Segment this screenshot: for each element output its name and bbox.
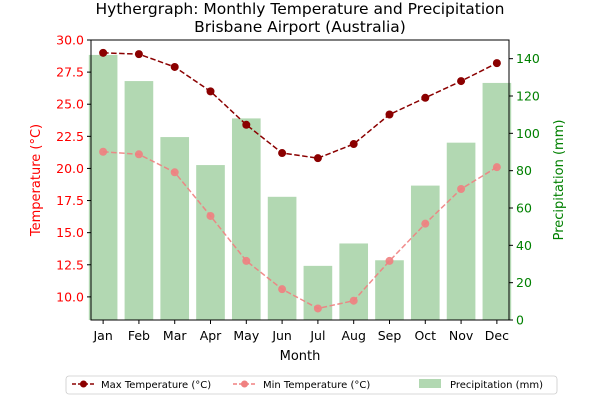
precip-bar-mar <box>160 137 190 320</box>
x-tick-label-mar: Mar <box>163 328 187 343</box>
max-temp-point-feb <box>134 50 143 59</box>
precip-bar-nov <box>446 142 476 320</box>
right-tick-label: 60 <box>516 201 532 216</box>
max-temp-point-jul <box>313 154 322 163</box>
max-temp-point-mar <box>170 62 179 71</box>
x-axis: Jan Feb Mar Apr May Jun Jul Aug Sep Oct Nov Dec <box>92 320 509 343</box>
precip-bar-sep <box>375 260 404 320</box>
left-tick-label: 12.5 <box>56 257 84 272</box>
min-temp-point-may <box>242 256 251 265</box>
chart-title: Hythergraph: Monthly Temperature and Pre… <box>96 0 505 18</box>
legend-max-marker <box>80 380 87 388</box>
max-temp-point-aug <box>349 140 358 149</box>
x-tick-label-aug: Aug <box>341 328 365 343</box>
right-y-axis-label: Precipitation (mm) <box>552 120 567 241</box>
precip-bar-jan <box>88 54 118 320</box>
x-tick-label-jun: Jun <box>271 328 292 343</box>
min-temp-point-dec <box>492 163 501 172</box>
precip-bar-jun <box>267 196 297 320</box>
min-temp-point-sep <box>385 256 394 265</box>
left-tick-label: 25.0 <box>56 97 84 112</box>
plot-frame <box>90 39 510 321</box>
precip-bar-oct <box>410 185 440 320</box>
left-tick-label: 30.0 <box>56 33 84 48</box>
min-temp-point-mar <box>170 168 179 177</box>
legend-min-marker <box>241 380 248 388</box>
chart-subtitle: Brisbane Airport (Australia) <box>194 18 406 36</box>
min-temp-point-jan <box>99 147 108 156</box>
max-temp-point-dec <box>492 59 501 68</box>
legend: Max Temperature (°C) Min Temperature (°C… <box>65 375 558 395</box>
min-temp-point-jun <box>278 285 287 294</box>
min-temp-point-oct <box>421 219 430 228</box>
right-y-axis: 0 20 40 60 80 100 120 140 <box>509 51 540 328</box>
max-temp-point-oct <box>421 93 430 102</box>
legend-precip-swatch <box>419 379 441 388</box>
legend-max-label: Max Temperature (°C) <box>101 380 211 391</box>
max-temp-point-may <box>242 120 251 129</box>
precip-bar-dec <box>482 82 512 320</box>
max-temp-point-apr <box>206 87 215 96</box>
left-tick-label: 17.5 <box>56 193 84 208</box>
x-tick-label-jan: Jan <box>92 328 112 343</box>
max-temp-point-jun <box>278 149 287 158</box>
precip-bar-aug <box>339 243 369 320</box>
min-temp-point-nov <box>457 184 466 193</box>
left-tick-label: 15.0 <box>56 225 84 240</box>
x-tick-label-nov: Nov <box>449 328 474 343</box>
max-temp-line <box>103 52 498 159</box>
min-temp-line <box>103 150 498 310</box>
min-temp-point-feb <box>134 150 143 159</box>
precip-bar-feb <box>124 81 154 320</box>
min-temp-point-jul <box>313 304 322 313</box>
max-temp-point-nov <box>457 77 466 86</box>
x-tick-label-sep: Sep <box>378 328 402 343</box>
min-temp-point-aug <box>349 296 358 305</box>
left-tick-label: 27.5 <box>56 65 84 80</box>
x-tick-label-jul: Jul <box>309 328 325 343</box>
right-tick-label: 40 <box>516 238 532 253</box>
min-temp-point-apr <box>206 211 215 220</box>
precip-bar-apr <box>196 165 225 320</box>
x-tick-label-apr: Apr <box>200 328 222 343</box>
right-tick-label: 100 <box>516 126 540 141</box>
right-tick-label: 0 <box>516 313 524 328</box>
right-tick-label: 140 <box>516 51 540 66</box>
precip-bar-may <box>231 118 261 321</box>
right-tick-label: 120 <box>516 89 540 104</box>
x-axis-label: Month <box>280 349 321 364</box>
left-y-axis: 10.0 12.5 15.0 17.5 20.0 22.5 25.0 27.5 30.0 <box>56 33 91 304</box>
right-tick-label: 80 <box>516 163 532 178</box>
x-tick-label-dec: Dec <box>485 328 509 343</box>
max-temp-point-jan <box>99 48 108 57</box>
left-tick-label: 20.0 <box>56 161 84 176</box>
legend-min-label: Min Temperature (°C) <box>263 380 370 391</box>
max-temp-point-sep <box>385 110 394 119</box>
left-y-axis-label: Temperature (°C) <box>29 124 44 237</box>
left-tick-label: 22.5 <box>56 129 84 144</box>
right-tick-label: 20 <box>516 275 532 290</box>
x-tick-label-may: May <box>233 328 259 343</box>
left-tick-label: 10.0 <box>56 289 84 304</box>
legend-precip-label: Precipitation (mm) <box>450 380 543 391</box>
temperature-lines <box>99 48 501 313</box>
x-tick-label-feb: Feb <box>128 328 150 343</box>
x-tick-label-oct: Oct <box>414 328 436 343</box>
